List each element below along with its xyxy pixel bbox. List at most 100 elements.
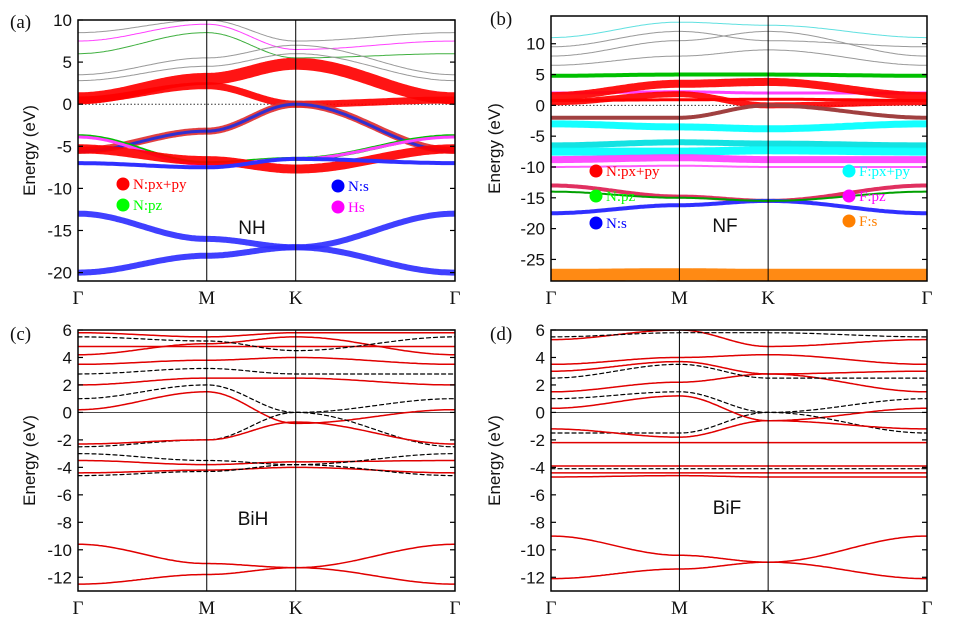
x-tick-label: K [761, 288, 775, 309]
plot-frame [550, 15, 928, 282]
band-line [78, 566, 455, 585]
y-tick-label: 10 [53, 11, 72, 30]
y-tick-label: 6 [63, 321, 72, 340]
y-tick-label: 0 [63, 95, 72, 114]
band-line [78, 421, 455, 445]
band-line [551, 21, 927, 39]
legend-label: N:px+py [606, 164, 660, 180]
band-line [551, 353, 927, 366]
y-tick-label: 5 [536, 66, 545, 85]
panel-label: (a) [10, 12, 31, 33]
band-line [551, 120, 927, 133]
legend-label: N:px+py [133, 177, 187, 193]
band-line [78, 57, 455, 105]
y-tick-label: -8 [530, 513, 545, 532]
legend-label: F:s [859, 214, 878, 230]
band-line [551, 103, 927, 120]
panel-label: (b) [490, 9, 512, 30]
legend-label: N:pz [606, 189, 636, 205]
band-line [551, 268, 927, 281]
band-line [551, 332, 927, 338]
band-line [78, 356, 455, 366]
y-tick-label: 0 [536, 403, 545, 422]
band-line [78, 53, 455, 82]
legend-marker [331, 179, 345, 193]
legend-label: N:s [606, 216, 627, 232]
plot-frame [77, 19, 456, 282]
band-line [78, 32, 455, 59]
legend-marker [331, 200, 345, 214]
y-tick-label: -2 [57, 431, 72, 450]
x-tick-label: Γ [546, 598, 557, 619]
y-tick-label: -4 [57, 458, 72, 477]
y-axis-label: Energy (eV) [485, 103, 504, 194]
legend-label: Hs [348, 200, 365, 216]
band-line [78, 459, 455, 466]
legend-label: N:pz [133, 198, 163, 214]
y-tick-label: -25 [520, 250, 545, 269]
legend-marker [842, 214, 856, 228]
x-tick-label: Γ [73, 598, 84, 619]
band-line [551, 72, 927, 78]
y-tick-label: 10 [526, 35, 545, 54]
y-tick-label: -6 [530, 486, 545, 505]
x-tick-label: M [671, 288, 688, 309]
plot-frame [77, 329, 456, 592]
y-tick-label: -8 [57, 513, 72, 532]
band-line [551, 198, 927, 216]
band-line [78, 336, 455, 352]
y-tick-label: -15 [47, 221, 72, 240]
x-tick-label: Γ [450, 288, 461, 309]
legend-marker [116, 198, 130, 212]
band-line [551, 419, 927, 438]
band-line [78, 20, 455, 42]
band-line [78, 391, 455, 425]
band-line [551, 535, 927, 563]
y-tick-label: 4 [536, 348, 545, 367]
y-tick-label: -12 [520, 568, 545, 587]
band-line [78, 102, 455, 153]
band-line [551, 30, 927, 57]
x-tick-label: Γ [73, 288, 84, 309]
band-line [551, 395, 927, 422]
y-tick-label: -5 [530, 127, 545, 146]
legend-marker [589, 216, 603, 230]
band-line [78, 210, 455, 251]
band-line [78, 464, 455, 477]
y-tick-label: -10 [47, 541, 72, 560]
y-tick-label: 6 [536, 321, 545, 340]
y-tick-label: -5 [57, 137, 72, 156]
y-tick-label: -2 [530, 431, 545, 450]
y-tick-label: 0 [63, 403, 72, 422]
band-line [551, 49, 927, 66]
y-tick-label: 2 [536, 376, 545, 395]
band-line [551, 373, 927, 393]
band-line [78, 453, 455, 466]
band-line [78, 44, 455, 76]
x-tick-label: K [289, 598, 303, 619]
legend-label: F:px+py [859, 164, 910, 180]
band-line [551, 391, 927, 413]
y-tick-label: -10 [520, 158, 545, 177]
band-line [551, 97, 927, 102]
y-tick-label: -4 [530, 458, 545, 477]
y-tick-label: -10 [47, 179, 72, 198]
plot-area [78, 20, 455, 276]
legend-label: N:s [348, 179, 369, 195]
x-tick-label: Γ [922, 598, 933, 619]
x-tick-label: Γ [922, 288, 933, 309]
legend-marker [589, 164, 603, 178]
band-line [551, 411, 927, 434]
legend-marker [842, 164, 856, 178]
y-tick-label: -6 [57, 486, 72, 505]
band-line [551, 561, 927, 580]
x-tick-label: M [198, 288, 215, 309]
y-axis-label: Energy (eV) [485, 415, 504, 506]
y-tick-label: -20 [47, 264, 72, 283]
x-tick-label: M [671, 598, 688, 619]
plot-area [551, 330, 927, 580]
x-tick-label: K [761, 598, 775, 619]
material-label: BiF [713, 498, 742, 519]
